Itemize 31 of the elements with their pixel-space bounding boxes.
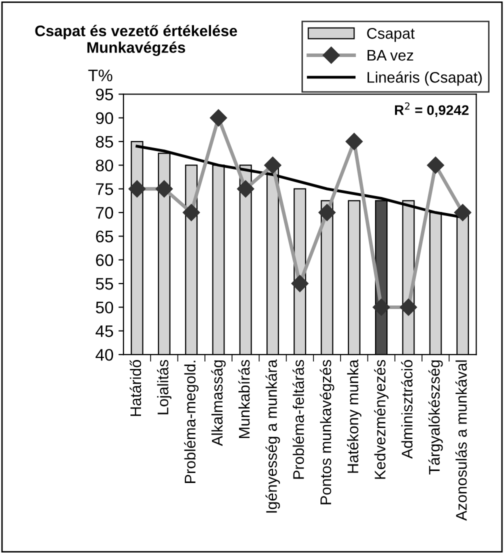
x-tick-label: Azonosulás a munkával: [455, 360, 467, 521]
chart-title: Csapat és vezető értékelése Munkavégzés: [35, 24, 238, 56]
x-tick-label: Határidő: [130, 360, 142, 416]
y-tick-label: 50: [96, 302, 114, 314]
annotation: R$^{2}$ = 0,9242: [395, 102, 469, 118]
y-tick-label: 60: [96, 254, 114, 266]
y-tick-label: 40: [96, 348, 114, 361]
legend-label: Lineáris (Csapat): [368, 71, 482, 86]
legend-label: BA vez: [368, 50, 414, 61]
x-tick-label: Hatékony munka: [346, 359, 362, 473]
x-tick-label: Adminisztráció: [401, 360, 413, 459]
y-tick-label: 80: [96, 160, 114, 172]
x-tick-label: Lojalitás: [156, 360, 172, 414]
y-tick-label: 45: [96, 325, 114, 338]
y-tick-label: 90: [96, 112, 114, 124]
x-tick-label: Pontos munkavégzés: [320, 360, 334, 504]
x-tick-label: Tárgyalókészség: [428, 360, 443, 475]
y-tick-label: 70: [96, 206, 114, 219]
x-tick-label: Probléma-megold.: [184, 360, 199, 483]
x-tick-label: Munkabírás: [238, 360, 250, 438]
y-axis-title: T%: [88, 70, 112, 82]
legend-label: Csapat: [367, 28, 415, 42]
x-tick-label: Igényesség a munkára: [266, 359, 280, 513]
y-tick-label: 95: [96, 88, 114, 100]
x-tick-label: Alkalmasság: [211, 360, 226, 446]
y-tick-label: 85: [96, 136, 114, 148]
x-tick-label: Kedvezményezés: [374, 360, 389, 479]
y-tick-label: 55: [96, 278, 114, 290]
y-tick-label: 75: [96, 183, 114, 196]
x-tick-label: Probléma-feltárás: [292, 360, 304, 479]
y-tick-label: 65: [96, 230, 114, 242]
